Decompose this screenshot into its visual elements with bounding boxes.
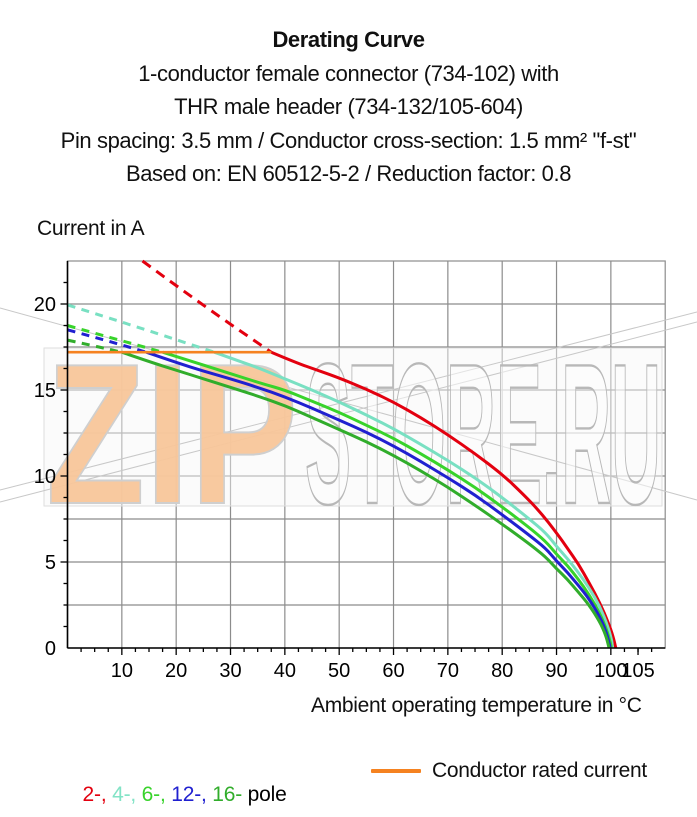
curves [67,259,618,649]
x-tick-label: 100 [594,660,627,682]
watermark-diagonal-line [0,321,697,503]
curve-16-pole [121,350,611,649]
curve-12-pole-dashed [67,328,147,354]
curve-16-pole-dashed [67,338,123,354]
watermark-diagonal-line [0,311,697,491]
rated-current-label: Conductor rated current [432,759,647,782]
subtitle-line-1: 1-conductor female connector (734-102) w… [138,60,559,86]
curve-4-pole-dashed [67,303,215,354]
curve-6-pole [162,350,613,649]
subtitle-line-3: Pin spacing: 3.5 mm / Conductor cross-se… [60,127,637,153]
legend-pole-12-pole: 12-, [171,783,207,806]
rated-current-legend: Conductor rated current [371,759,647,783]
subtitle-line-4: Based on: EN 60512-5-2 / Reduction facto… [125,161,572,186]
watermark: ZIP STORE.RU [0,307,697,547]
curve-2-pole [270,350,618,649]
y-tick-label: 5 [45,552,56,574]
curve-4-pole [213,350,614,649]
x-axis-title: Ambient operating temperature in °C [311,694,642,717]
y-tick-label: 0 [45,638,56,660]
x-tick-label: 40 [274,660,296,682]
legend-pole-16-pole: 16- [212,783,243,806]
curve-12-pole [145,350,612,649]
legend-pole-4-pole: 4-, [112,783,137,806]
x-tick-label: 80 [491,660,513,682]
y-tick-label: 15 [34,380,56,402]
x-tick-label: 20 [165,660,187,682]
subtitle-line-2: THR male header (734-132/105-604) [174,94,523,119]
x-tick-label: 10 [111,660,133,682]
x-tick-label: 30 [219,660,241,682]
y-axis-title: Current in A [37,217,145,240]
x-tick-label: 60 [382,660,404,682]
legend-pole-6-pole: 6-, [141,783,166,806]
curve-2-pole-dashed [141,259,273,354]
chart-title: Derating Curve [272,27,425,52]
y-tick-label: 10 [34,466,56,488]
x-tick-label: 105 [621,660,654,682]
x-tick-label: 70 [437,660,459,682]
pole-legend: 2-, 4-, 6-, 12-, 16- pole [60,759,287,817]
x-tick-label: 90 [545,660,567,682]
rated-current-line-swatch [371,769,421,773]
curve-6-pole-dashed [67,324,164,354]
x-tick-label: 50 [328,660,350,682]
pole-legend-items: 2-, 4-, 6-, 12-, 16- [83,783,248,806]
legend-pole-2-pole: 2-, [82,783,107,806]
y-tick-label: 20 [34,294,56,316]
title-block: Derating Curve 1-conductor female connec… [0,23,697,191]
pole-legend-suffix: pole [247,783,287,806]
